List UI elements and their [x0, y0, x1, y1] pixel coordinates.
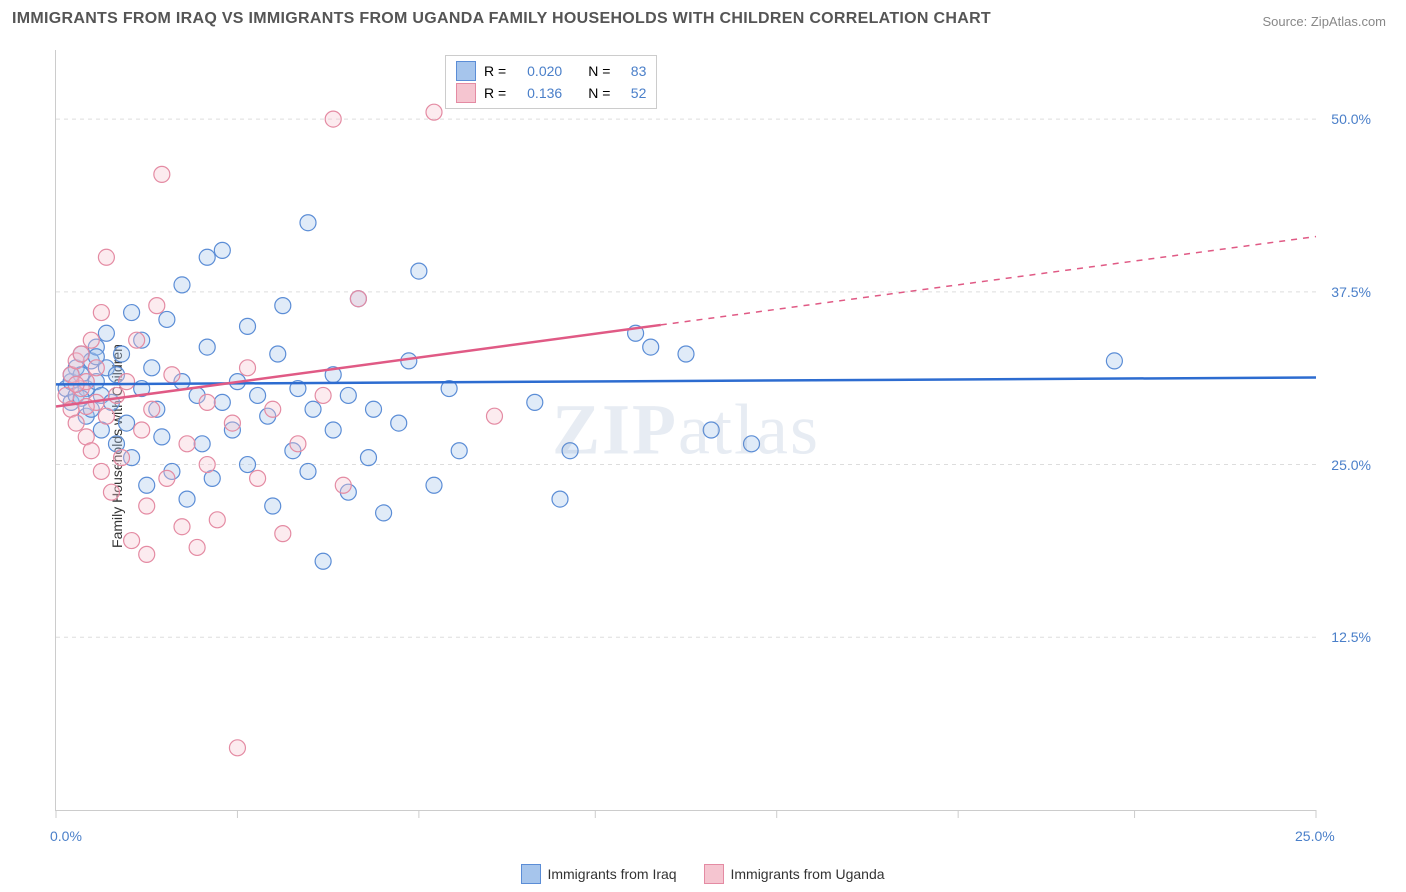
legend-r-iraq: 0.020 — [514, 63, 562, 79]
legend-item-iraq: Immigrants from Iraq — [521, 864, 676, 884]
legend-swatch-iraq-b — [521, 864, 541, 884]
ytick-label: 50.0% — [1331, 111, 1371, 127]
chart-title: IMMIGRANTS FROM IRAQ VS IMMIGRANTS FROM … — [12, 10, 991, 28]
legend-label-iraq: Immigrants from Iraq — [547, 866, 676, 882]
plot-area: ZIPatlas — [55, 50, 1316, 811]
legend-n-uganda: 52 — [618, 85, 646, 101]
legend-r-label: R = — [484, 63, 506, 79]
legend-swatch-uganda-b — [704, 864, 724, 884]
legend-r-label: R = — [484, 85, 506, 101]
legend-n-label: N = — [588, 63, 610, 79]
legend-n-label: N = — [588, 85, 610, 101]
scatter-svg — [56, 50, 1316, 810]
xtick-label-max: 25.0% — [1295, 828, 1335, 844]
legend-swatch-iraq — [456, 61, 476, 81]
legend-row-iraq: R = 0.020 N = 83 — [456, 60, 646, 82]
source-attribution: Source: ZipAtlas.com — [1262, 14, 1386, 29]
legend-r-uganda: 0.136 — [514, 85, 562, 101]
legend-row-uganda: R = 0.136 N = 52 — [456, 82, 646, 104]
legend-swatch-uganda — [456, 83, 476, 103]
legend-item-uganda: Immigrants from Uganda — [704, 864, 884, 884]
ytick-label: 37.5% — [1331, 284, 1371, 300]
legend-statistics-box: R = 0.020 N = 83 R = 0.136 N = 52 — [445, 55, 657, 109]
ytick-label: 12.5% — [1331, 629, 1371, 645]
chart-container: IMMIGRANTS FROM IRAQ VS IMMIGRANTS FROM … — [0, 0, 1406, 892]
legend-series: Immigrants from Iraq Immigrants from Uga… — [0, 864, 1406, 887]
xtick-label-min: 0.0% — [50, 828, 82, 844]
legend-label-uganda: Immigrants from Uganda — [730, 866, 884, 882]
legend-n-iraq: 83 — [618, 63, 646, 79]
ytick-label: 25.0% — [1331, 457, 1371, 473]
